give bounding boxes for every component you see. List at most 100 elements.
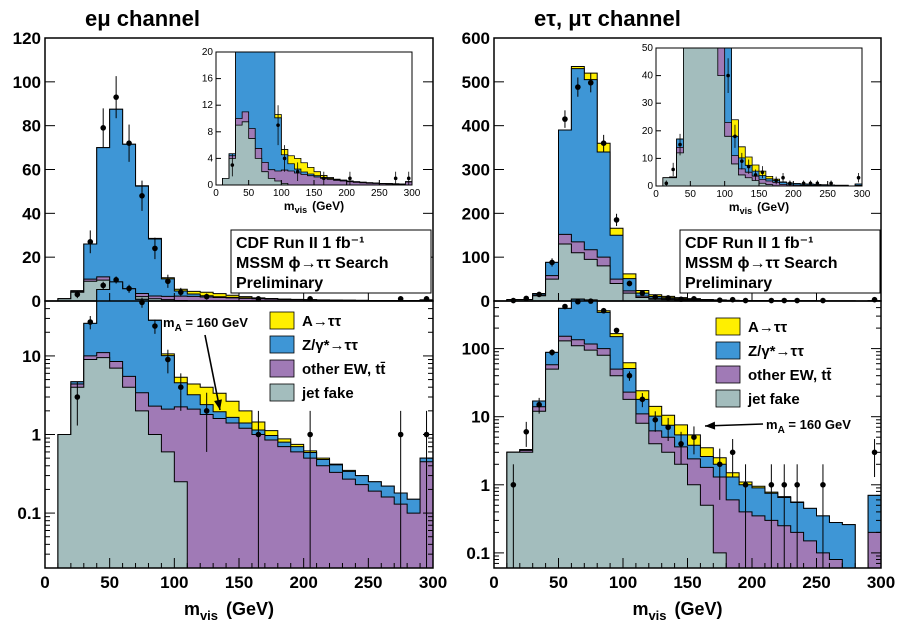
data-point xyxy=(113,277,119,283)
inset-data-point xyxy=(393,176,398,181)
legend-swatch xyxy=(269,359,295,378)
data-point xyxy=(203,408,210,414)
y-tick-label: 60 xyxy=(22,161,41,180)
data-point xyxy=(100,125,106,131)
y-tick-label: 600 xyxy=(462,29,490,48)
inset-y-tick-label: 8 xyxy=(207,127,213,138)
inset-y-tick-label: 30 xyxy=(642,98,654,109)
info-box: CDF Run II 1 fb⁻¹ MSSM ϕ→ττ Search Prelimi… xyxy=(679,229,881,294)
data-point xyxy=(549,259,555,266)
inset-data-point xyxy=(829,181,833,186)
data-point xyxy=(307,296,313,302)
data-point xyxy=(639,396,646,403)
inset-x-tick-label: 200 xyxy=(785,189,802,200)
data-point xyxy=(536,401,542,408)
info-box-line: CDF Run II 1 fb⁻¹ xyxy=(685,235,813,252)
inset-x-label-unit: (GeV) xyxy=(312,199,344,213)
x-tick-label: 250 xyxy=(354,573,382,592)
info-box-frame xyxy=(230,229,432,294)
x-axis-label-sub: vis xyxy=(648,608,666,622)
annotation-arrow-line xyxy=(204,334,221,411)
inset-data-point xyxy=(282,156,287,161)
data-point xyxy=(794,481,800,488)
inset-data-point xyxy=(322,176,326,181)
data-point xyxy=(523,295,530,302)
data-point xyxy=(510,481,517,488)
annotation-sub: A xyxy=(175,323,182,334)
annotation-arrow-head xyxy=(705,421,716,430)
inset-x-tick-label: 150 xyxy=(306,188,323,199)
data-point xyxy=(639,290,646,296)
data-point xyxy=(113,94,119,100)
data-point xyxy=(626,372,633,379)
data-point xyxy=(178,384,184,390)
annotation-main: m xyxy=(766,417,778,432)
data-point xyxy=(397,431,404,438)
inset-data-point xyxy=(856,175,861,180)
x-tick-label: 200 xyxy=(738,573,766,592)
inset-data-point xyxy=(760,170,765,174)
data-point xyxy=(549,349,555,356)
data-point xyxy=(152,323,158,329)
inset-y-tick-label: 4 xyxy=(207,153,213,164)
inset-data-point xyxy=(726,73,730,78)
data-point xyxy=(652,294,659,300)
y-log-tick-label: 0.1 xyxy=(466,544,490,563)
inset-x-tick-label: 300 xyxy=(404,188,421,199)
y-tick-label: 400 xyxy=(462,117,490,136)
data-point xyxy=(587,79,594,86)
x-axis-label-main: m xyxy=(184,599,200,619)
y-log-tick-label: 1 xyxy=(32,426,41,445)
x-tick-label: 50 xyxy=(549,573,568,592)
data-point xyxy=(729,449,736,456)
inset-data-point xyxy=(406,176,411,181)
inset-data-point xyxy=(671,167,675,172)
data-point xyxy=(139,193,145,199)
inset-y-tick-label: 50 xyxy=(642,43,654,54)
data-point xyxy=(87,319,94,325)
inset-x-label-sub: vis xyxy=(740,206,753,216)
data-point xyxy=(575,84,581,90)
inset-data-point xyxy=(753,173,758,177)
data-point xyxy=(562,303,568,310)
data-point xyxy=(126,140,132,146)
inset-data-point xyxy=(808,181,813,186)
data-point xyxy=(100,282,106,289)
annotation-mass-160: mA = 160 GeV xyxy=(163,315,248,411)
x-axis-label-unit: (GeV) xyxy=(675,599,723,619)
legend-swatch xyxy=(715,389,741,408)
legend-label: other EW, tt̄ xyxy=(748,367,832,384)
inset-data-point xyxy=(733,134,737,139)
legend-label: Z/γ*→ττ xyxy=(302,337,358,354)
data-point xyxy=(523,429,530,435)
data-point xyxy=(74,394,81,400)
inset-data-point xyxy=(801,181,806,186)
annotation-sub: A xyxy=(778,425,785,436)
data-point xyxy=(397,296,404,302)
inset-y-tick-label: 12 xyxy=(202,100,214,111)
inset-data-point xyxy=(230,163,235,167)
annotation-label: mA = 160 GeV xyxy=(766,417,851,436)
y-tick-label: 80 xyxy=(22,117,41,136)
x-axis-label-main: m xyxy=(632,599,648,619)
inset-x-axis-label: mvis (GeV) xyxy=(284,199,344,215)
legend-swatch xyxy=(715,317,741,336)
x-tick-label: 100 xyxy=(160,573,188,592)
data-point xyxy=(613,217,620,223)
inset-y-tick-label: 20 xyxy=(202,47,214,58)
x-axis-label: mvis (GeV) xyxy=(632,599,722,622)
data-point xyxy=(203,293,210,300)
data-point xyxy=(126,285,132,292)
data-point xyxy=(255,431,262,438)
y-tick-label: 120 xyxy=(13,29,41,48)
info-box: CDF Run II 1 fb⁻¹ MSSM ϕ→ττ Search Prelimi… xyxy=(230,229,432,294)
info-box-line: Preliminary xyxy=(236,275,323,292)
data-point xyxy=(820,481,826,488)
inset-x-label-main: m xyxy=(729,200,740,214)
x-tick-label: 0 xyxy=(489,573,498,592)
y-tick-label: 20 xyxy=(22,248,41,267)
x-tick-label: 150 xyxy=(673,573,701,592)
inset-x-tick-label: 50 xyxy=(243,188,255,199)
